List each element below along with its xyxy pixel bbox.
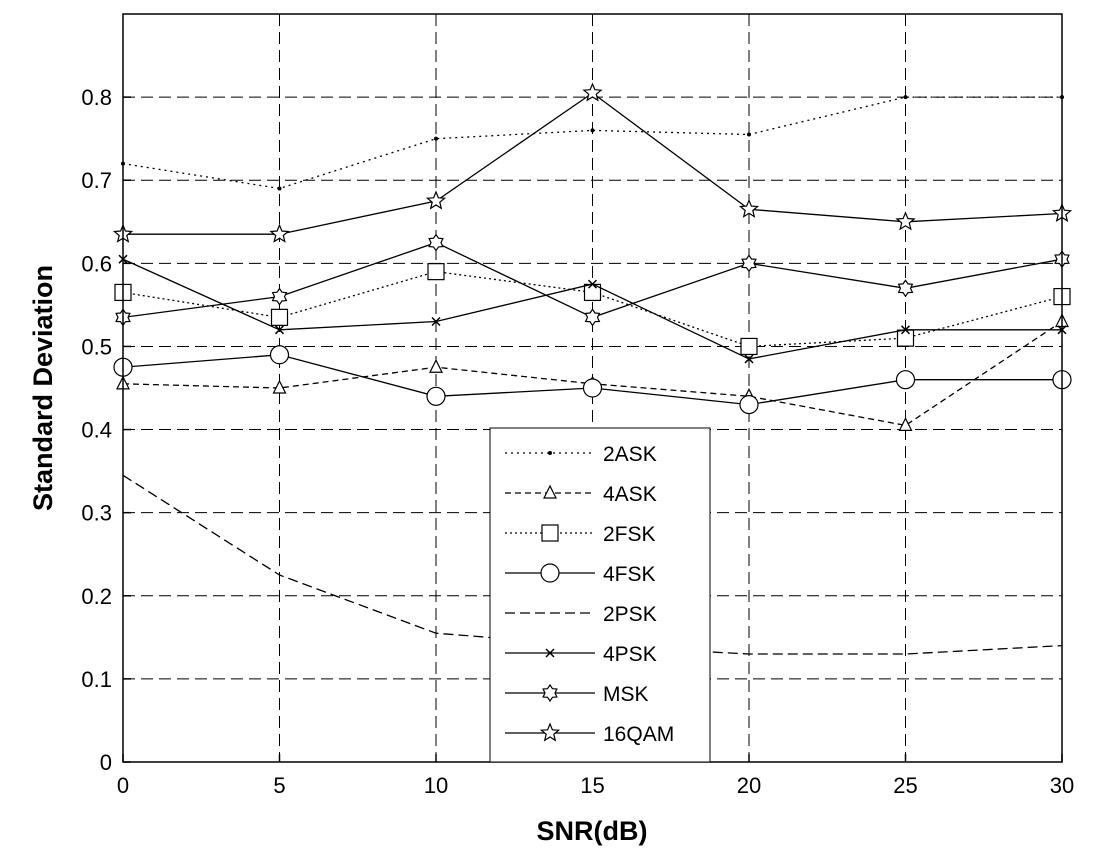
data-point-4fsk <box>739 395 759 415</box>
axis-ticks: 0 5 10 15 20 25 30 0 0.1 0.2 0.3 0.4 0.5 0.6 0.7 0.8 <box>81 85 1074 798</box>
legend: 2ASK 4ASK 2FSK 4FSK 2PSK 4PSK MSK 16QAM <box>489 427 711 763</box>
y-tick-label: 0.2 <box>81 584 112 609</box>
legend-item-2ask: 2ASK <box>505 443 657 466</box>
data-point-2fsk <box>740 337 758 356</box>
data-point-2ask <box>277 186 282 191</box>
data-point-4ask <box>429 358 443 373</box>
data-point-4psk <box>431 316 441 327</box>
x-tick-label: 5 <box>273 773 285 798</box>
legend-item-msk: MSK <box>505 683 649 706</box>
series-4fsk <box>113 345 1072 415</box>
legend-marker-4ask <box>543 484 557 499</box>
legend-item-2psk: 2PSK <box>505 603 657 626</box>
y-tick-label: 0.4 <box>81 418 112 443</box>
data-point-2ask <box>903 95 908 100</box>
data-point-4psk <box>274 325 285 335</box>
series-lines <box>112 82 1073 655</box>
y-tick-label: 0.8 <box>81 85 112 110</box>
x-tick-label: 30 <box>1050 773 1074 798</box>
data-point-2fsk <box>427 263 445 281</box>
series-4psk <box>118 254 1067 364</box>
data-point-16qam <box>738 198 760 218</box>
x-tick-label: 15 <box>580 773 604 798</box>
legend-marker-msk <box>542 683 558 703</box>
legend-item-2fsk: 2FSK <box>505 523 656 546</box>
y-axis-label: Standard Deviation <box>28 265 58 511</box>
y-tick-label: 0.7 <box>81 168 112 193</box>
legend-marker-2fsk <box>541 524 559 542</box>
data-point-4ask <box>272 379 287 394</box>
data-point-msk <box>428 233 444 252</box>
data-point-msk <box>741 254 757 273</box>
legend-label-4fsk: 4FSK <box>603 563 656 586</box>
x-tick-label: 20 <box>737 773 761 798</box>
data-point-4fsk <box>426 386 446 406</box>
data-point-4fsk <box>269 345 290 365</box>
data-point-msk <box>584 308 601 327</box>
data-point-2ask <box>434 136 438 141</box>
legend-label-2psk: 2PSK <box>603 603 657 626</box>
legend-items: 2ASK 4ASK 2FSK 4FSK 2PSK 4PSK MSK 16QAM <box>505 443 674 746</box>
data-point-4ask <box>898 417 913 431</box>
x-tick-label: 0 <box>117 773 129 798</box>
data-point-4fsk <box>582 378 603 398</box>
data-point-4psk <box>744 354 754 364</box>
data-point-2fsk <box>896 329 915 347</box>
y-tick-label: 0.6 <box>81 251 112 276</box>
y-tick-label: 0.5 <box>81 334 112 359</box>
data-point-16qam <box>895 211 916 231</box>
legend-item-4fsk: 4FSK <box>505 563 656 586</box>
data-point-msk <box>897 279 914 298</box>
y-tick-label: 0.1 <box>81 667 112 692</box>
legend-label-2ask: 2ASK <box>603 443 657 466</box>
legend-item-4ask: 4ASK <box>505 483 657 506</box>
legend-box <box>489 427 711 763</box>
data-point-16qam <box>582 82 603 102</box>
data-point-4fsk <box>895 370 916 390</box>
data-point-2ask <box>747 132 751 137</box>
y-tick-label: 0 <box>100 750 112 775</box>
data-point-2fsk <box>270 308 289 326</box>
data-point-2ask <box>590 128 595 133</box>
data-point-16qam <box>425 190 447 210</box>
legend-marker-4fsk <box>540 563 560 583</box>
legend-label-4ask: 4ASK <box>603 483 657 506</box>
legend-label-4psk: 4PSK <box>603 643 657 666</box>
data-point-4psk <box>900 325 911 335</box>
legend-marker-2ask <box>548 451 552 455</box>
x-axis-label: SNR(dB) <box>537 816 648 846</box>
data-point-msk <box>271 287 288 306</box>
series-2psk <box>122 474 1063 655</box>
series-line-2psk <box>122 474 1063 655</box>
legend-label-16qam: 16QAM <box>603 723 674 746</box>
legend-item-4psk: 4PSK <box>505 643 657 666</box>
legend-label-2fsk: 2FSK <box>603 523 656 546</box>
data-point-16qam <box>269 223 290 243</box>
legend-marker-4psk <box>545 648 555 658</box>
legend-item-16qam: 16QAM <box>505 722 674 746</box>
x-tick-label: 10 <box>424 773 448 798</box>
data-point-4psk <box>587 279 598 289</box>
y-tick-label: 0.3 <box>81 501 112 526</box>
legend-marker-16qam <box>539 722 561 742</box>
x-tick-label: 25 <box>893 773 917 798</box>
legend-label-msk: MSK <box>603 683 649 706</box>
